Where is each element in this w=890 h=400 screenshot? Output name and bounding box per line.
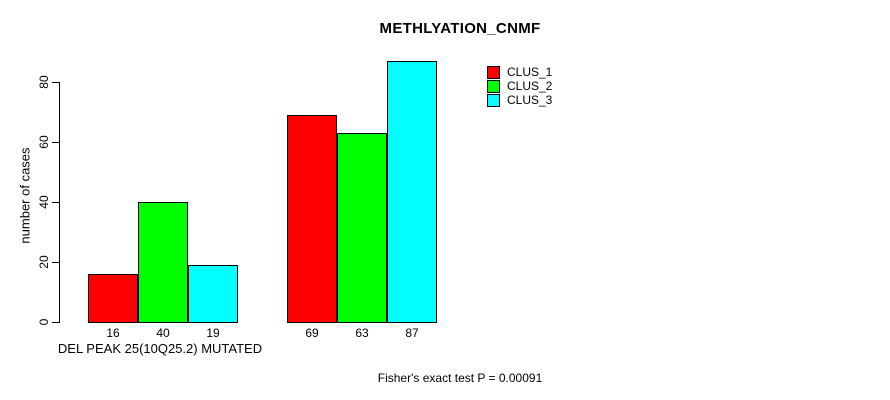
chart-title: METHLYATION_CNMF — [379, 20, 541, 37]
legend-item: CLUS_2 — [487, 80, 552, 93]
stat-annotation: Fisher's exact test P = 0.00091 — [377, 371, 543, 385]
bar-value-label: 63 — [355, 326, 369, 340]
y-axis-label: number of cases — [17, 147, 33, 244]
bar-value-label: 19 — [206, 326, 220, 340]
y-tick — [52, 142, 59, 143]
bar — [337, 133, 387, 323]
y-tick — [52, 82, 59, 83]
bar-value-label: 16 — [106, 326, 120, 340]
legend-item: CLUS_1 — [487, 66, 552, 79]
x-group-label: DEL PEAK 25(10Q25.2) MUTATED — [57, 341, 263, 356]
bar — [138, 202, 188, 323]
bar — [88, 274, 138, 323]
bar — [188, 265, 238, 323]
legend-label: CLUS_3 — [507, 93, 553, 107]
legend-label: CLUS_1 — [507, 65, 553, 79]
legend-label: CLUS_2 — [507, 79, 553, 93]
y-tick-label: 60 — [37, 135, 51, 149]
y-tick-label: 0 — [37, 318, 51, 326]
legend-swatch — [487, 94, 500, 107]
bar-value-label: 69 — [305, 326, 319, 340]
y-tick — [52, 262, 59, 263]
bar — [387, 61, 437, 323]
legend-swatch — [487, 80, 500, 93]
bar — [287, 115, 337, 323]
y-tick-label: 20 — [37, 255, 51, 269]
y-tick-label: 40 — [37, 195, 51, 209]
legend-swatch — [487, 66, 500, 79]
bar-value-label: 40 — [156, 326, 170, 340]
y-tick — [52, 202, 59, 203]
y-axis-line — [59, 82, 60, 323]
legend-item: CLUS_3 — [487, 94, 552, 107]
y-tick-label: 80 — [37, 75, 51, 89]
legend: CLUS_1 CLUS_2 CLUS_3 — [487, 66, 552, 108]
y-tick — [52, 322, 59, 323]
bar-value-label: 87 — [405, 326, 419, 340]
